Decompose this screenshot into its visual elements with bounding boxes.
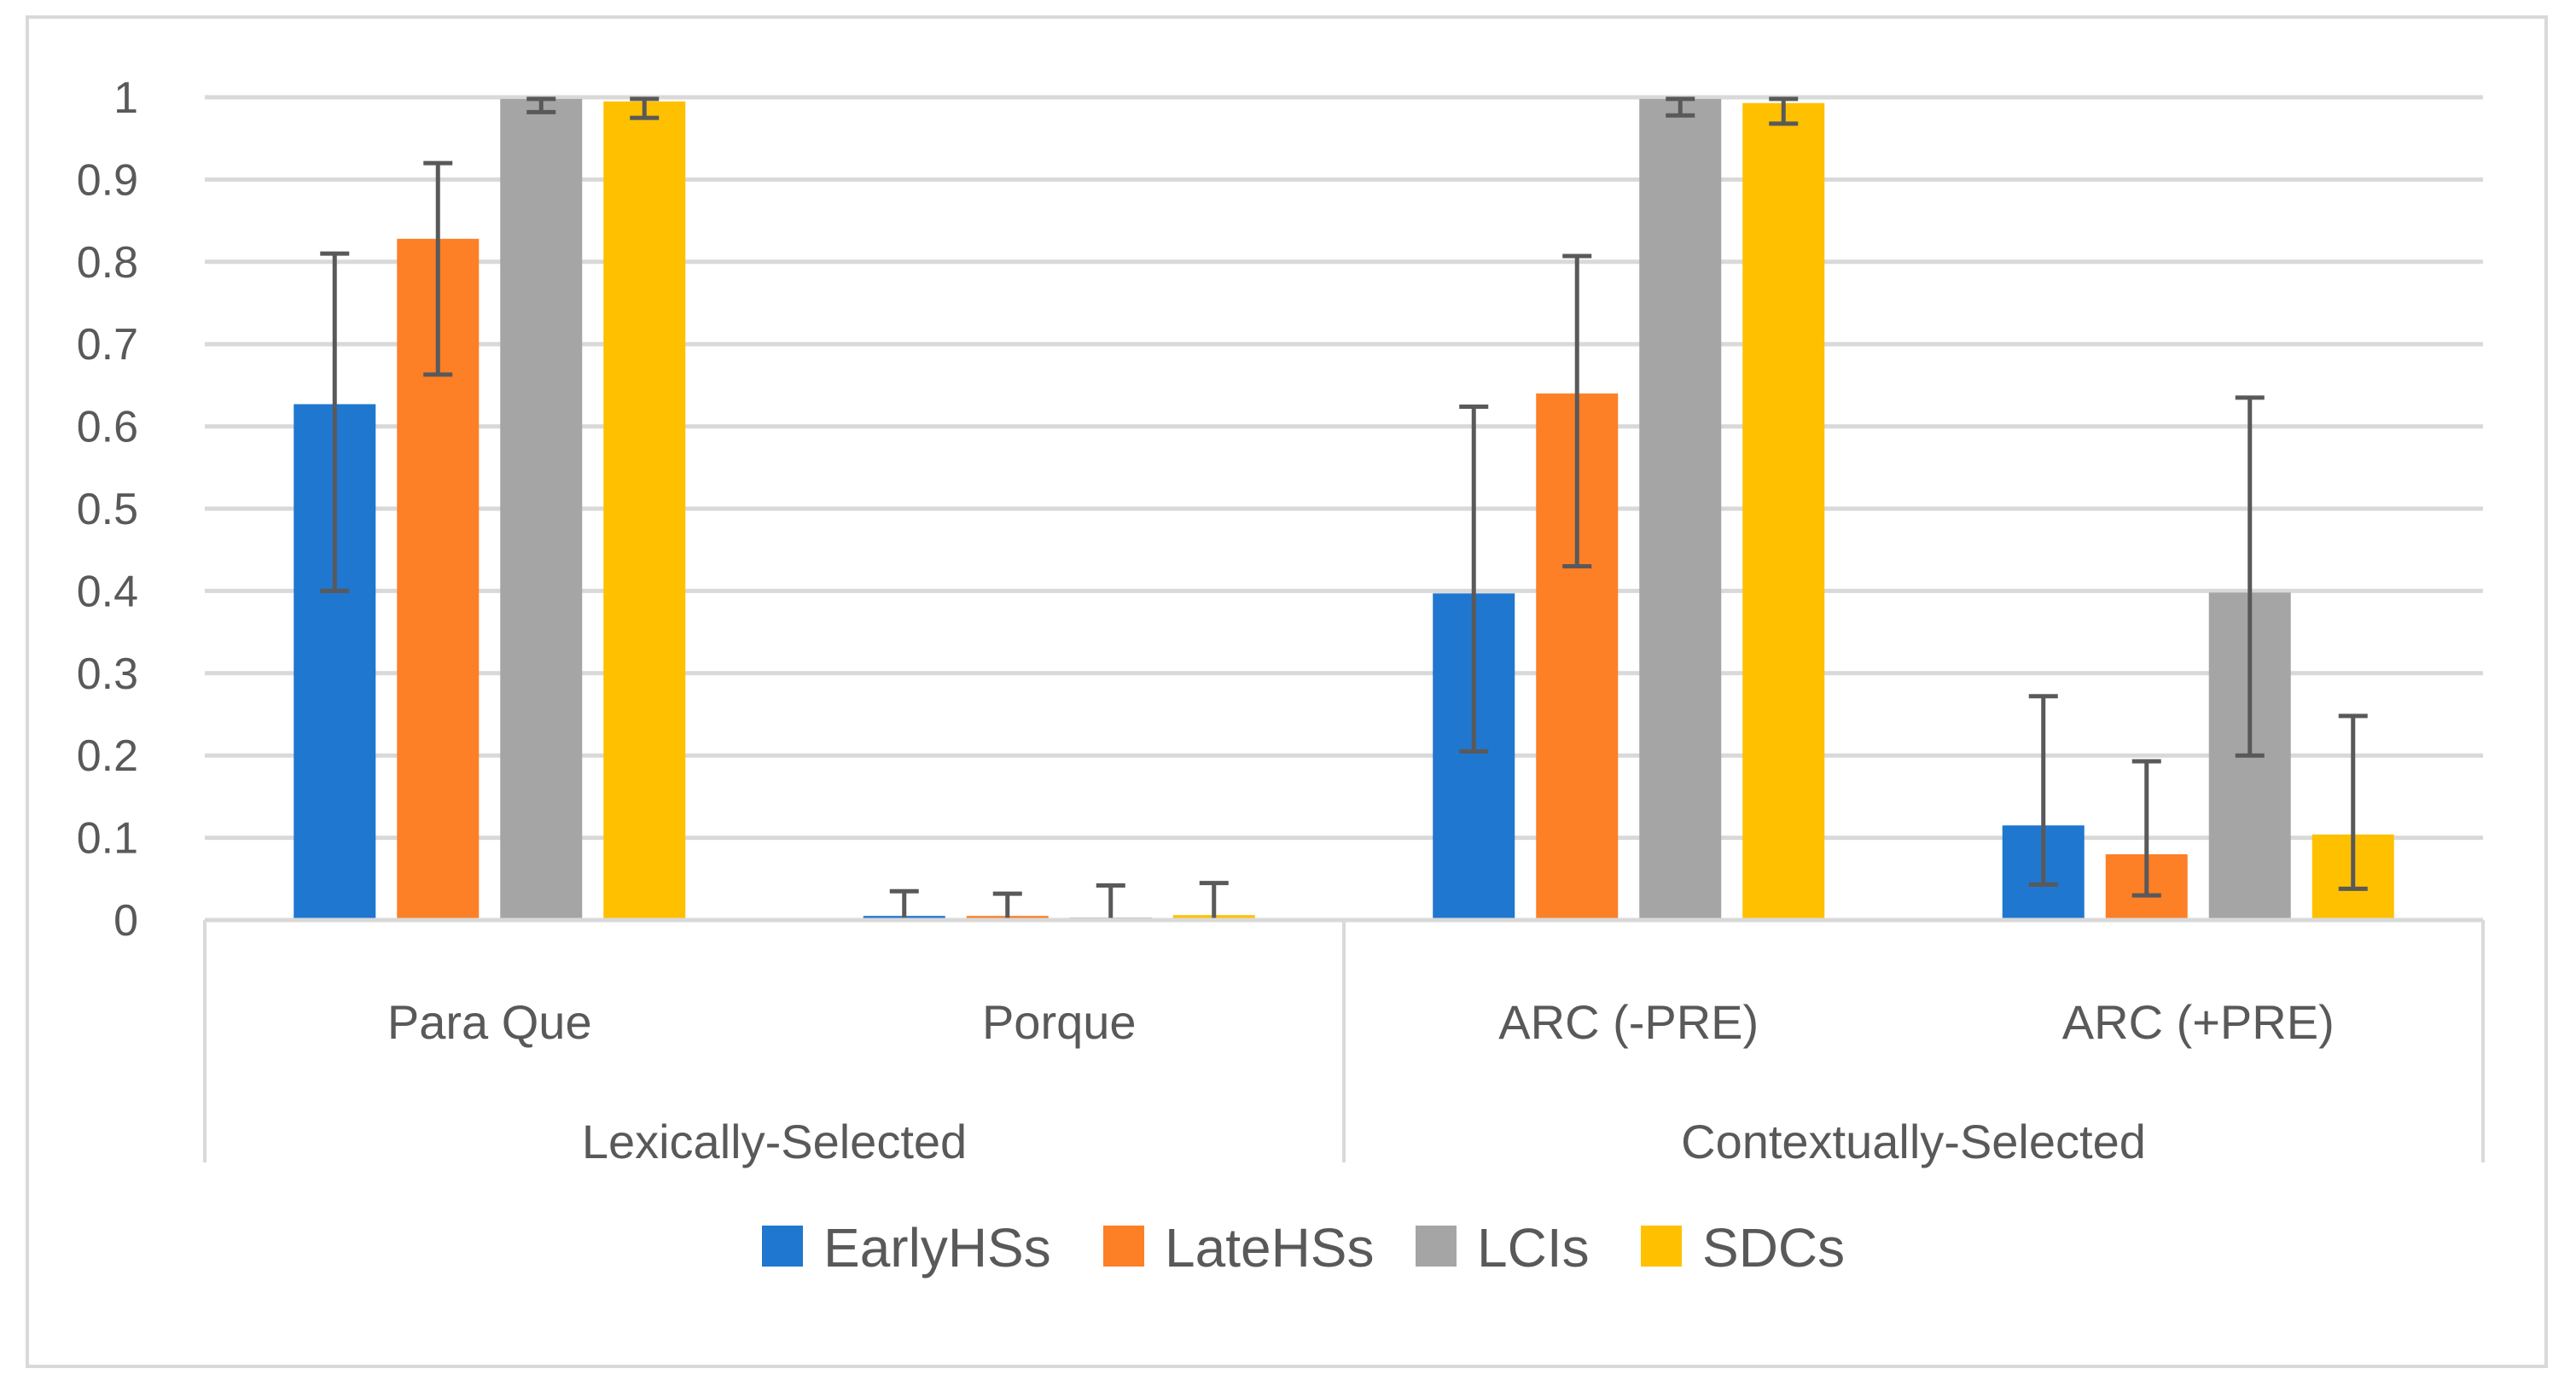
error-bars [320,96,2368,923]
bar [1742,102,1825,921]
category-label: ARC (-PRE) [1498,995,1759,1049]
legend-swatch [1416,1226,1457,1267]
group-label: Lexically-Selected [582,1115,967,1168]
y-axis-ticks: 0 0.1 0.2 0.3 0.4 0.5 0.6 0.7 0.8 0.9 1 [77,73,138,946]
y-tick-label: 0 [113,896,138,946]
x-axis: Para Que Porque Lexically-Selected ARC (-PR… [203,917,2485,1168]
y-tick-label: 0.6 [77,403,138,452]
y-tick-label: 0.7 [77,320,138,370]
y-tick-label: 0.3 [77,649,138,699]
legend-label: EarlyHSs [823,1217,1051,1278]
legend-swatch [1103,1226,1144,1267]
bars [294,98,2394,921]
chart-frame: 0 0.1 0.2 0.3 0.4 0.5 0.6 0.7 0.8 0.9 1 Para Que Po… [26,15,2548,1368]
legend-label: LCIs [1477,1217,1590,1278]
bar-chart: 0 0.1 0.2 0.3 0.4 0.5 0.6 0.7 0.8 0.9 1 Para Que Po… [77,73,2485,1278]
bar [1639,98,1722,921]
bar [500,98,583,921]
category-label: Porque [982,995,1137,1049]
category-label: ARC (+PRE) [2062,995,2335,1049]
group-label: Contextually-Selected [1681,1115,2146,1168]
category-label: Para Que [387,995,592,1049]
y-tick-label: 1 [113,73,138,123]
legend-swatch [762,1226,803,1267]
y-tick-label: 0.9 [77,155,138,205]
legend: EarlyHSs LateHSs LCIs SDCs [762,1217,1845,1278]
y-tick-label: 0.1 [77,814,138,864]
y-tick-label: 0.4 [77,567,138,616]
bar [603,101,686,920]
y-tick-label: 0.5 [77,485,138,534]
legend-label: SDCs [1702,1217,1845,1278]
legend-swatch [1641,1226,1682,1267]
y-tick-label: 0.8 [77,238,138,288]
gridlines [205,95,2483,923]
y-tick-label: 0.2 [77,731,138,781]
legend-label: LateHSs [1165,1217,1374,1278]
